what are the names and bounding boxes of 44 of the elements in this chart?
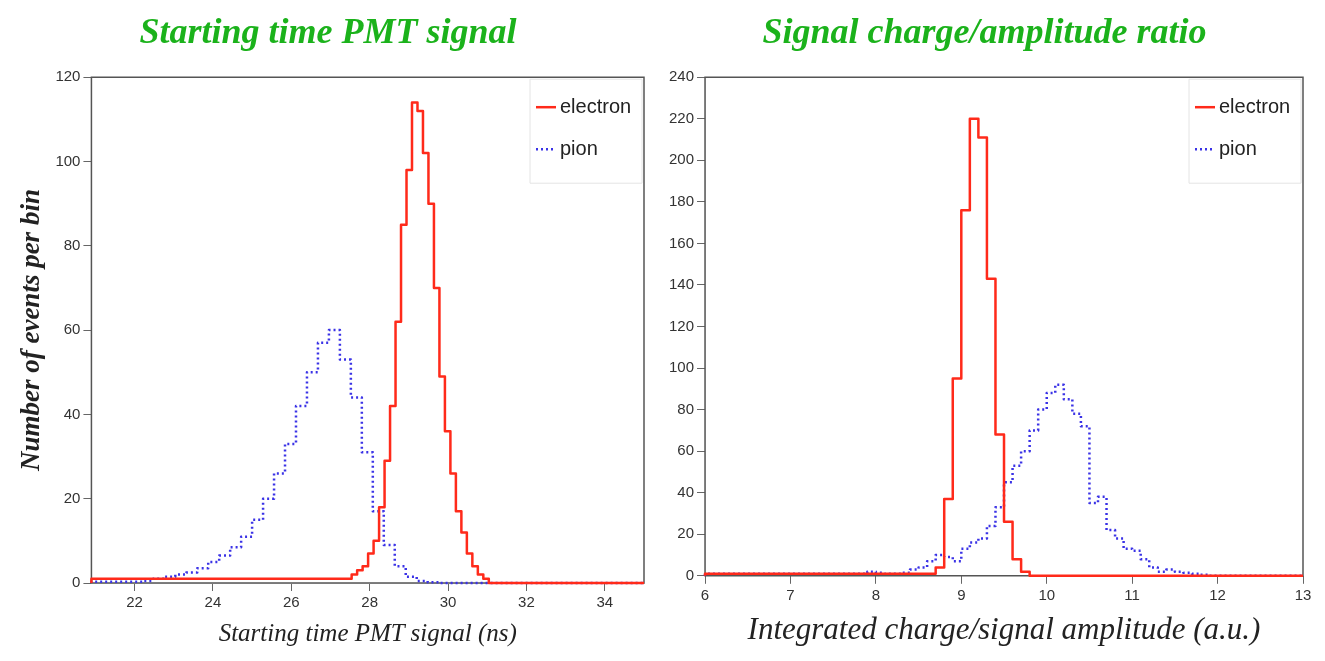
x-tick-label: 34 — [596, 593, 614, 611]
x-tick-label: 22 — [126, 593, 143, 611]
y-tick-label: 80 — [677, 399, 695, 417]
x-axis-title: Starting time PMT signal (ns) — [218, 618, 517, 647]
chart-title: Starting time PMT signal — [139, 10, 517, 51]
x-tick-label: 8 — [871, 585, 881, 603]
y-tick-label: 200 — [669, 150, 695, 168]
y-tick-label: 60 — [677, 441, 695, 459]
y-tick-label: 100 — [55, 151, 81, 169]
y-tick-label: 220 — [669, 108, 695, 126]
y-axis-title: Number of events per bin — [15, 189, 46, 473]
y-tick-label: 140 — [669, 275, 695, 293]
y-tick-label: 0 — [72, 573, 81, 591]
y-tick-label: 40 — [677, 482, 695, 500]
y-tick-label: 0 — [685, 565, 695, 583]
y-tick-label: 80 — [63, 235, 81, 253]
x-tick-label: 13 — [1294, 585, 1312, 603]
x-tick-label: 26 — [282, 593, 300, 611]
y-tick-label: 160 — [669, 233, 695, 251]
x-axis-title: Integrated charge/signal amplitude (a.u.) — [746, 610, 1261, 646]
x-tick-label: 28 — [361, 593, 379, 611]
x-tick-label: 6 — [700, 585, 710, 603]
x-tick-label: 32 — [518, 593, 535, 611]
x-tick-label: 30 — [439, 593, 457, 611]
x-tick-label: 10 — [1038, 585, 1056, 603]
legend-label: pion — [560, 136, 598, 159]
y-tick-label: 20 — [677, 524, 695, 542]
legend-label: pion — [1219, 136, 1257, 159]
x-tick-label: 12 — [1209, 585, 1226, 603]
x-tick-label: 24 — [204, 593, 222, 611]
y-tick-label: 180 — [669, 191, 695, 209]
legend-label: electron — [560, 94, 632, 117]
y-tick-label: 100 — [669, 358, 695, 376]
y-tick-label: 60 — [63, 320, 81, 338]
y-tick-label: 120 — [669, 316, 695, 334]
chart-title: Signal charge/amplitude ratio — [762, 10, 1207, 51]
legend-label: electron — [1219, 94, 1291, 117]
x-tick-label: 9 — [957, 585, 966, 603]
x-tick-label: 7 — [786, 585, 795, 603]
y-tick-label: 40 — [63, 404, 81, 422]
y-tick-label: 240 — [669, 67, 695, 85]
y-tick-label: 20 — [63, 488, 81, 506]
x-tick-label: 11 — [1124, 585, 1140, 603]
y-tick-label: 120 — [55, 67, 81, 85]
